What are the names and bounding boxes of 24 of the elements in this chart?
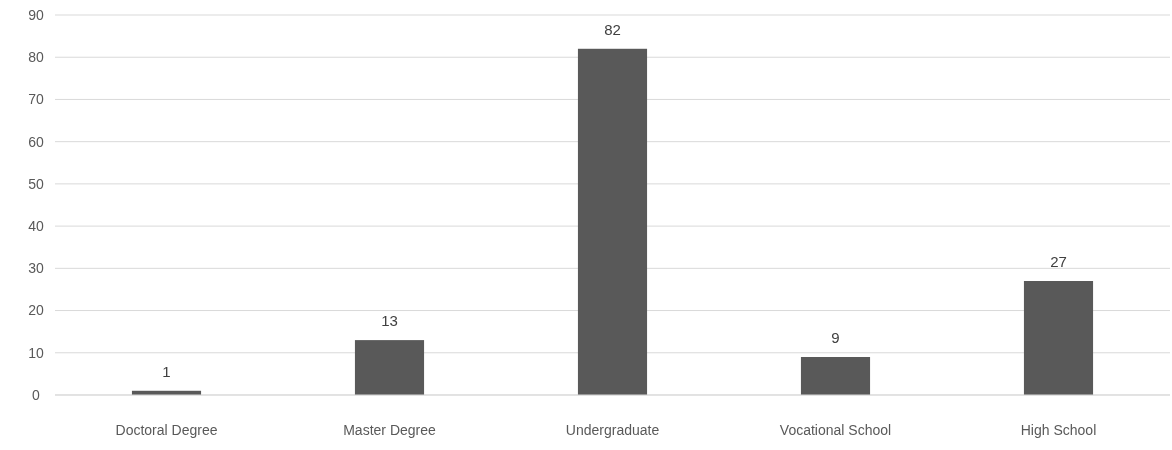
bar	[354, 340, 425, 395]
x-tick-label: High School	[1020, 422, 1097, 438]
data-label: 9	[831, 329, 840, 346]
y-tick-label: 20	[28, 302, 44, 319]
y-tick-label: 50	[28, 175, 44, 192]
y-tick-label: 80	[28, 49, 44, 66]
y-tick-label: 60	[28, 133, 44, 150]
y-tick-label: 0	[32, 386, 41, 403]
y-tick-label: 40	[28, 218, 44, 235]
bar	[1023, 281, 1094, 395]
x-tick-label: Master Degree	[343, 422, 437, 438]
bar	[800, 357, 871, 395]
x-tick-label: Doctoral Degree	[115, 422, 218, 438]
y-tick-label: 90	[28, 6, 44, 23]
y-tick-label: 10	[28, 344, 44, 361]
x-tick-label: Vocational School	[779, 422, 892, 438]
data-label: 13	[381, 312, 398, 330]
x-tick-label: Undergraduate	[565, 422, 660, 438]
bar	[577, 48, 648, 395]
y-tick-label: 30	[28, 260, 44, 277]
y-tick-label: 70	[28, 91, 44, 108]
data-label: 1	[162, 362, 171, 380]
data-label: 27	[1050, 253, 1067, 270]
data-label: 82	[604, 20, 621, 38]
